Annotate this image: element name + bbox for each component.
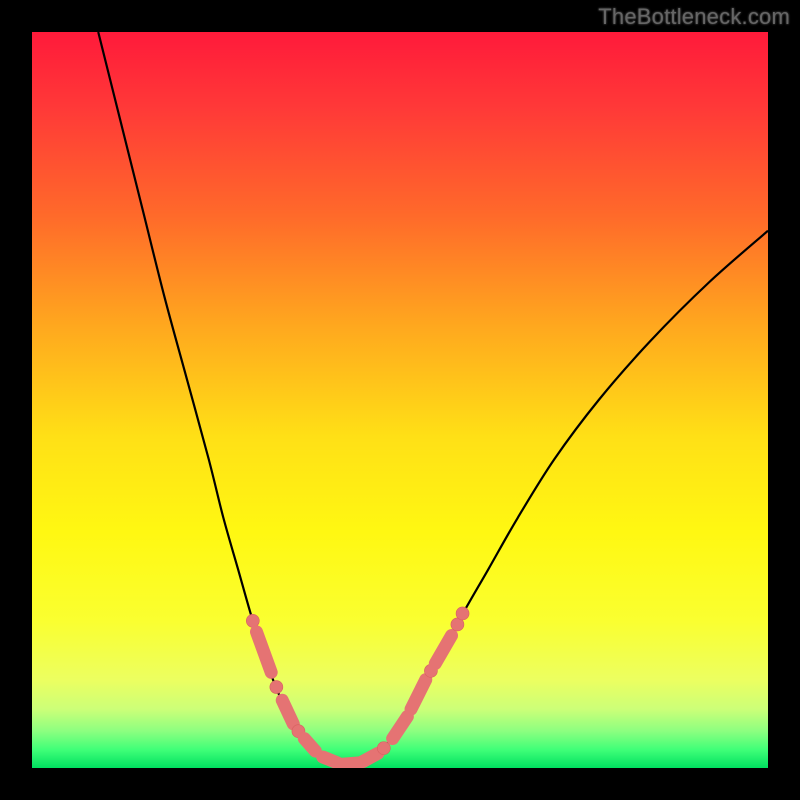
watermark-text: TheBottleneck.com xyxy=(598,4,790,30)
border-bottom xyxy=(0,768,800,800)
marker-dot xyxy=(270,681,283,694)
plot-background xyxy=(32,32,768,768)
border-right xyxy=(768,0,800,800)
marker-dot xyxy=(377,742,390,755)
marker-dot xyxy=(456,607,469,620)
marker-dot xyxy=(246,614,259,627)
marker-pill xyxy=(341,763,359,764)
chart-svg xyxy=(0,0,800,800)
chart-root: TheBottleneck.com xyxy=(0,0,800,800)
marker-pill xyxy=(363,753,378,761)
border-left xyxy=(0,0,32,800)
marker-pill xyxy=(304,739,315,752)
